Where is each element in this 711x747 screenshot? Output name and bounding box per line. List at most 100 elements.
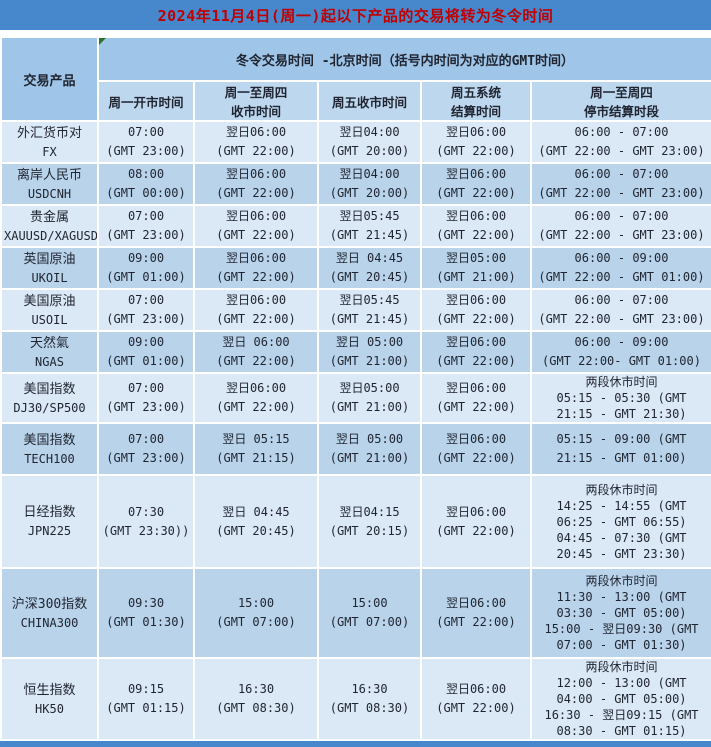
product-name: 天然氣 xyxy=(29,335,69,351)
time-line: 翌日06:00 xyxy=(225,293,287,307)
time-line: 09:00 xyxy=(127,251,165,265)
time-line: 翌日06:00 xyxy=(225,251,287,265)
time-line: (GMT 22:00) xyxy=(436,228,516,242)
time-line: 翌日06:00 xyxy=(445,125,507,139)
time-line: 翌日 06:00 xyxy=(222,335,290,349)
time-line: (GMT 21:00) xyxy=(436,270,516,284)
product-code: XAUUSD/XAGUSD xyxy=(4,228,98,243)
time-cell: 06:00 - 09:00 (GMT 22:00- GMT 01:00) xyxy=(530,330,711,374)
time-cell: 05:15 - 09:00 (GMT 21:15 - GMT 01:00) xyxy=(530,422,711,476)
time-line: 翌日06:00 xyxy=(225,125,287,139)
time-line: (GMT 22:00) xyxy=(436,701,516,715)
time-cell: 翌日06:00 (GMT 22:00) xyxy=(193,288,319,332)
time-cell: 两段休市时间 11:30 - 13:00 (GMT 03:30 - GMT 05:0… xyxy=(530,567,711,659)
time-cell: 翌日05:45 (GMT 21:45) xyxy=(317,204,422,248)
time-cell: 06:00 - 07:00 (GMT 22:00 - GMT 23:00) xyxy=(530,288,711,332)
product-code: USDCNH xyxy=(27,186,72,201)
time-line: (GMT 22:00) xyxy=(436,615,516,629)
time-cell: 翌日 05:15 (GMT 21:15) xyxy=(193,422,319,476)
header-row-2: 周一开市时间 周一至周四 收市时间 周五收市时间 周五系统 结算时间 周一至周四 停市结算时段 xyxy=(1,80,711,122)
time-line: 07:00 xyxy=(127,432,165,446)
time-line: (GMT 22:00 - GMT 23:00) xyxy=(538,186,705,200)
time-line: (GMT 22:00) xyxy=(216,228,296,242)
time-cell: 09:00 (GMT 01:00) xyxy=(97,246,195,290)
time-line: (GMT 22:00) xyxy=(436,312,516,326)
time-line: 08:30 - GMT 01:15) xyxy=(556,724,687,738)
time-line: 12:00 - 13:00 (GMT xyxy=(556,676,687,690)
time-cell: 15:00 (GMT 07:00) xyxy=(193,567,319,659)
column-header-line: 周一至周四 xyxy=(224,85,288,100)
product-name: 美国原油 xyxy=(23,293,76,309)
time-line: (GMT 22:00- GMT 01:00) xyxy=(542,354,701,368)
time-line: (GMT 22:00) xyxy=(216,270,296,284)
header-row-1: 交易产品 冬令交易时间 -北京时间（括号内时间为对应的GMT时间） xyxy=(0,36,711,122)
time-line: (GMT 08:30) xyxy=(216,701,296,715)
time-line: 07:00 xyxy=(127,209,165,223)
time-line: 06:00 - 07:00 xyxy=(574,125,669,139)
time-line: (GMT 22:00) xyxy=(216,400,296,414)
time-line: (GMT 22:00) xyxy=(216,144,296,158)
time-line: (GMT 23:30)) xyxy=(102,523,190,538)
product-code: FX xyxy=(42,144,57,159)
time-cell: 翌日05:00 (GMT 21:00) xyxy=(420,246,532,290)
time-cell: 两段休市时间 12:00 - 13:00 (GMT 04:00 - GMT 05:0… xyxy=(530,657,711,741)
time-cell: 翌日06:00 (GMT 22:00) xyxy=(193,372,319,424)
time-line: 20:45 - GMT 23:30) xyxy=(556,546,687,561)
product-name: 恒生指数 xyxy=(23,682,76,698)
time-line: (GMT 23:00) xyxy=(106,312,186,326)
time-cell: 06:00 - 07:00 (GMT 22:00 - GMT 23:00) xyxy=(530,204,711,248)
product-cell: 英国原油 UKOIL xyxy=(0,246,99,290)
time-line: (GMT 20:45) xyxy=(329,270,410,284)
time-line: (GMT 01:15) xyxy=(106,701,186,715)
time-cell: 翌日06:00 (GMT 22:00) xyxy=(193,162,319,206)
table-row: 日经指数 JPN225 07:30 (GMT 23:30)) 翌日 04:45 (GMT … xyxy=(0,474,711,569)
time-line: 05:15 - 09:00 (GMT xyxy=(556,432,687,446)
time-line: (GMT 21:00) xyxy=(329,400,410,414)
time-line: 翌日06:00 xyxy=(445,432,507,446)
time-line: (GMT 20:45) xyxy=(216,523,296,538)
time-cell: 翌日06:00 (GMT 22:00) xyxy=(420,162,532,206)
time-cell: 翌日05:45 (GMT 21:45) xyxy=(317,288,422,332)
time-line: 翌日06:00 xyxy=(225,209,287,223)
time-line: 08:00 xyxy=(127,167,165,181)
time-line: (GMT 23:00) xyxy=(106,144,186,158)
time-line: (GMT 08:30) xyxy=(329,701,410,715)
column-header-line: 周一开市时间 xyxy=(108,94,184,110)
time-line: (GMT 21:45) xyxy=(329,312,410,326)
time-cell: 06:00 - 07:00 (GMT 22:00 - GMT 23:00) xyxy=(530,162,711,206)
time-line: (GMT 01:00) xyxy=(106,354,186,368)
time-line: (GMT 22:00) xyxy=(436,451,516,465)
time-cell: 翌日06:00 (GMT 22:00) xyxy=(420,372,532,424)
time-cell: 翌日06:00 (GMT 22:00) xyxy=(420,422,532,476)
time-cell: 翌日06:00 (GMT 22:00) xyxy=(193,120,319,164)
time-line: 21:15 - GMT 21:30) xyxy=(556,407,687,421)
table-row: 恒生指数 HK50 09:15 (GMT 01:15) 16:30 (GMT 08:30)… xyxy=(0,657,711,741)
time-line: 16:30 xyxy=(237,682,275,696)
time-line: 翌日 05:15 xyxy=(222,432,290,446)
column-header-line: 周一至周四 xyxy=(590,85,653,100)
time-line: (GMT 07:00) xyxy=(329,615,410,629)
time-cell: 两段休市时间 05:15 - 05:30 (GMT 21:15 - GMT 21:3… xyxy=(530,372,711,424)
title-table-divider xyxy=(0,30,711,36)
time-line: 翌日 05:00 xyxy=(335,432,404,446)
time-line: 03:30 - GMT 05:00) xyxy=(556,606,687,620)
time-line: (GMT 22:00) xyxy=(436,144,516,158)
table-row: 天然氣 NGAS 09:00 (GMT 01:00) 翌日 06:00 (GMT 22:0… xyxy=(0,330,711,374)
time-line: 翌日05:45 xyxy=(339,209,400,223)
time-line: 翌日06:00 xyxy=(445,293,507,307)
time-line: 15:00 - 翌日09:30 (GMT xyxy=(544,622,699,636)
time-line: 翌日 04:45 xyxy=(222,504,290,519)
time-line: (GMT 22:00) xyxy=(216,354,296,368)
time-line: 06:00 - 07:00 xyxy=(574,293,669,307)
column-header-3: 周五收市时间 xyxy=(317,80,422,122)
product-cell: 贵金属 XAUUSD/XAGUSD xyxy=(0,204,99,248)
product-code: NGAS xyxy=(35,354,64,369)
time-line: 06:00 - 09:00 xyxy=(574,335,669,349)
schedule-table: 交易产品 冬令交易时间 -北京时间（括号内时间为对应的GMT时间） 周一开市时间… xyxy=(0,36,711,741)
time-line: 04:45 - 07:30 (GMT xyxy=(556,530,687,545)
product-name: 日经指数 xyxy=(23,505,76,520)
product-name: 美国指数 xyxy=(23,432,76,448)
time-line: (GMT 22:00) xyxy=(436,400,516,414)
time-line: 15:00 xyxy=(237,596,275,610)
time-cell: 两段休市时间 14:25 - 14:55 (GMT 06:25 - GMT 06:5… xyxy=(530,474,711,569)
